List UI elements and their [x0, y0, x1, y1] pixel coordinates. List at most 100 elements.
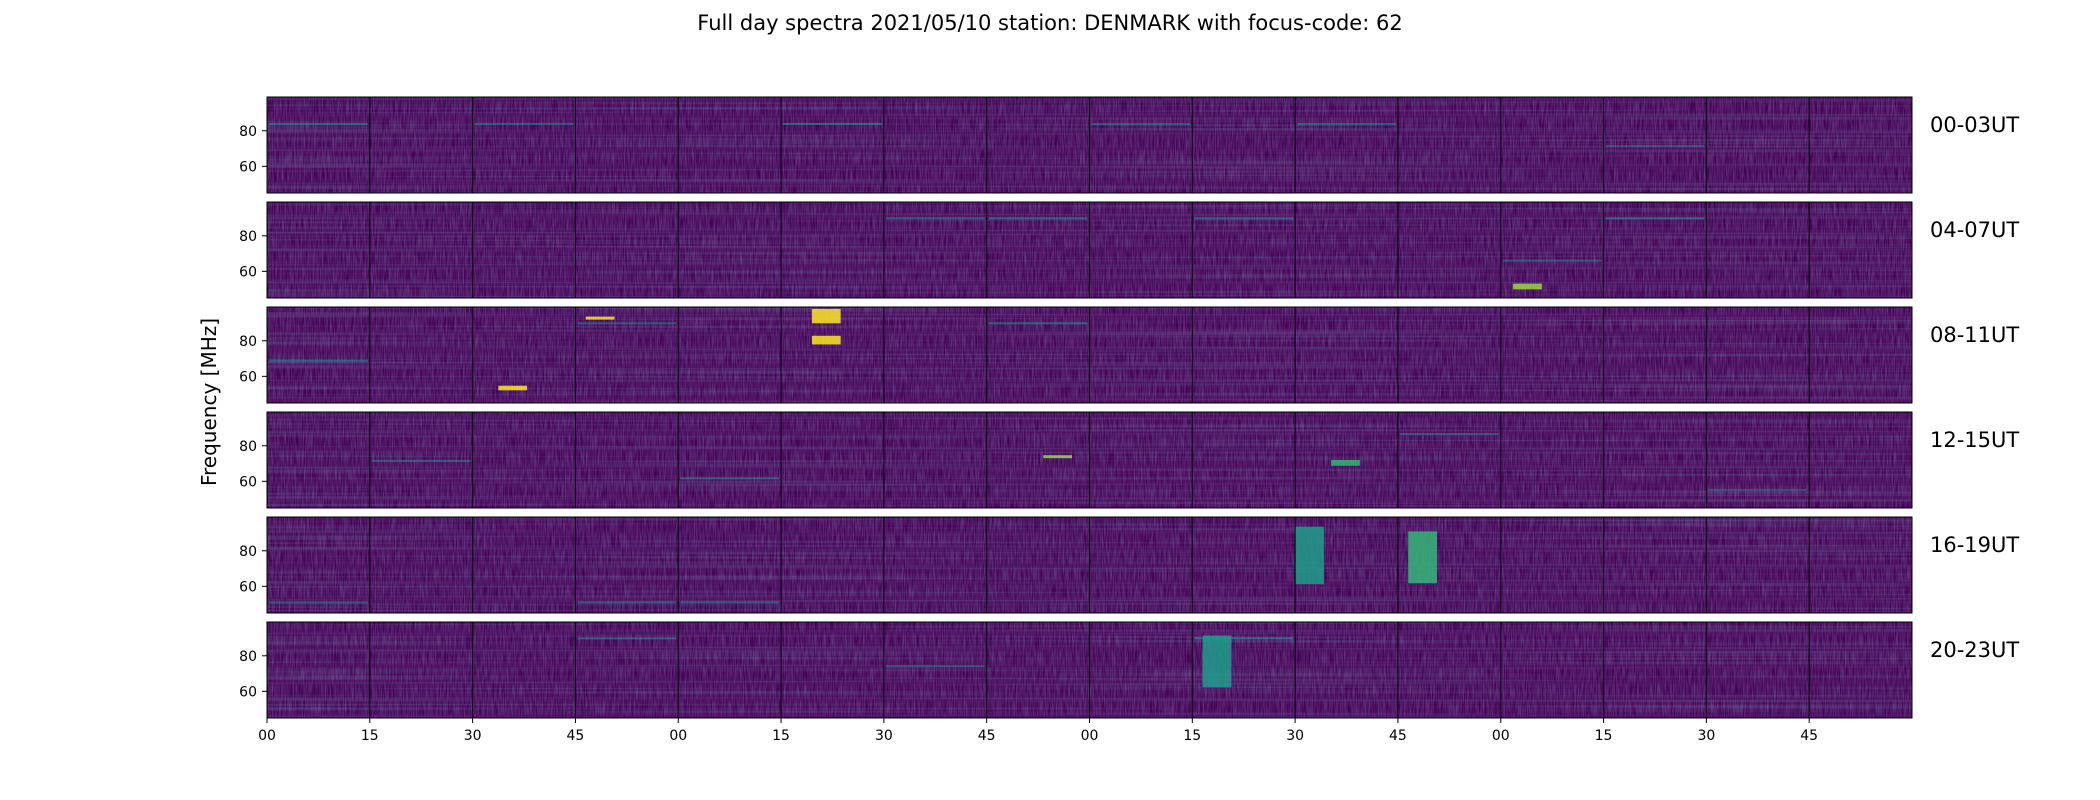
burst [1408, 531, 1438, 584]
panel-rfi-lines [1603, 622, 1707, 718]
spectrum-panel [986, 307, 1090, 403]
spectrum-panel [1603, 412, 1707, 508]
x-tick-label: 30 [875, 728, 893, 744]
x-tick-label: 15 [1183, 728, 1201, 744]
panel-rfi-lines [1397, 202, 1501, 298]
panel-rfi-lines [1809, 412, 1912, 508]
panel-rfi-lines [1809, 97, 1912, 193]
x-tick-label: 45 [567, 728, 585, 744]
rfi-line [577, 322, 677, 325]
spectrum-panel [1706, 202, 1810, 298]
panel-rfi-lines [1500, 412, 1604, 508]
spectra-rows: 60 80 00-03UT 60 80 04-07UT 60 80 08-11UT 60 80 12-… [239, 96, 2019, 719]
row-label: 08-11UT [1930, 323, 2019, 347]
panel-rfi-lines [472, 97, 576, 193]
y-tick-label: 80 [239, 229, 257, 245]
panel-rfi-lines [369, 307, 473, 403]
panel-rfi-lines [883, 412, 987, 508]
spectrum-panel [883, 97, 987, 193]
panel-rfi-lines [1603, 517, 1707, 613]
panel-rfi-lines [575, 202, 679, 298]
panel-rfi-lines [472, 202, 576, 298]
spectrum-panel [1500, 622, 1604, 718]
panel-rfi-lines [575, 97, 679, 193]
panel-rfi-lines [1089, 622, 1193, 718]
burst [498, 385, 528, 391]
spectrum-panel [1500, 97, 1604, 193]
spectrum-panel [986, 622, 1090, 718]
panel-rfi-lines [678, 307, 782, 403]
x-tick-label: 15 [361, 728, 379, 744]
y-tick-label: 60 [239, 474, 257, 490]
spectrum-panel [781, 307, 884, 403]
spectrum-panel [1295, 202, 1398, 298]
y-axis-label: Frequency [MHz] [197, 318, 221, 486]
panel-rfi-lines [1192, 307, 1296, 403]
rfi-line [1708, 488, 1808, 491]
spectrum-panel [1295, 97, 1398, 193]
panel-rfi-lines [1089, 517, 1193, 613]
panel-rfi-lines [986, 97, 1090, 193]
spectrum-panel [781, 412, 884, 508]
burst [585, 316, 615, 320]
spectrum-panel [883, 412, 987, 508]
row-label: 00-03UT [1930, 113, 2019, 137]
spectrum-panel [781, 97, 884, 193]
panel-rfi-lines [1089, 412, 1193, 508]
spectrum-panel [369, 202, 473, 298]
spectrum-panel [1089, 97, 1193, 193]
spectrum-panel [883, 622, 987, 718]
rfi-line [269, 359, 368, 362]
spectrum-panel [369, 622, 473, 718]
spectrum-panel [1809, 202, 1912, 298]
panel-rfi-lines [1500, 202, 1604, 298]
panel-rfi-lines [678, 622, 782, 718]
panel-rfi-lines [883, 307, 987, 403]
panel-rfi-lines [781, 412, 884, 508]
rfi-line [680, 601, 780, 604]
panel-rfi-lines [883, 97, 987, 193]
panel-rfi-lines [267, 622, 370, 718]
panel-rfi-lines [678, 412, 782, 508]
panel-rfi-lines [1089, 202, 1193, 298]
panel-rfi-lines [267, 307, 370, 403]
panel-rfi-lines [1500, 622, 1604, 718]
rfi-line [988, 322, 1088, 325]
spectrum-panel [369, 307, 473, 403]
y-tick-label: 60 [239, 369, 257, 385]
panel-rfi-lines [369, 517, 473, 613]
burst [1043, 455, 1073, 459]
spectrum-panel [883, 517, 987, 613]
panel-rfi-lines [883, 517, 987, 613]
panel-rfi-lines [1397, 412, 1501, 508]
panel-rfi-lines [883, 622, 987, 718]
panel-rfi-lines [1089, 97, 1193, 193]
spectrum-panel [986, 97, 1090, 193]
rfi-line [577, 637, 677, 640]
spectrum-panel [883, 307, 987, 403]
panel-rfi-lines [1706, 97, 1810, 193]
spectrum-panel [678, 307, 782, 403]
spectrum-panel [781, 202, 884, 298]
spectrum-panel [267, 622, 370, 718]
y-tick-label: 80 [239, 544, 257, 560]
spectrum-panel [678, 202, 782, 298]
burst [1331, 460, 1360, 466]
spectrum-panel [1397, 202, 1501, 298]
y-tick-label: 60 [239, 684, 257, 700]
y-tick-label: 80 [239, 649, 257, 665]
panel-rfi-lines [678, 517, 782, 613]
panel-rfi-lines [575, 307, 679, 403]
panel-rfi-lines [1706, 412, 1810, 508]
burst [811, 308, 841, 324]
spectrum-panel [575, 202, 679, 298]
panel-rfi-lines [1706, 202, 1810, 298]
y-tick-label: 80 [239, 334, 257, 350]
rfi-line [680, 477, 780, 480]
spectrum-panel [1603, 307, 1707, 403]
panel-rfi-lines [1295, 307, 1398, 403]
spectrum-panel [1089, 202, 1193, 298]
panel-rfi-lines [986, 307, 1090, 403]
rfi-line [1399, 433, 1499, 436]
panel-rfi-lines [472, 622, 576, 718]
